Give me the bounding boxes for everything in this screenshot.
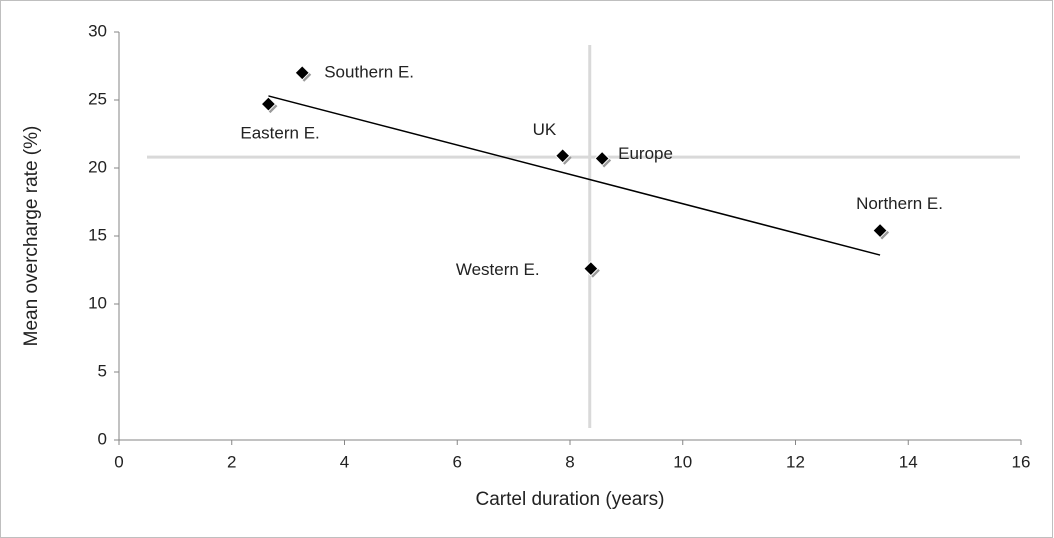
y-tick-label: 25: [88, 89, 107, 108]
point-label: Western E.: [456, 260, 540, 279]
x-tick-label: 8: [565, 452, 574, 471]
x-axis-label: Cartel duration (years): [475, 489, 664, 510]
point-label: Eastern E.: [240, 124, 319, 143]
x-tick-label: 12: [786, 452, 805, 471]
marker: [260, 96, 277, 112]
y-tick-label: 15: [88, 225, 107, 244]
x-tick-label: 6: [453, 452, 462, 471]
y-tick-label: 5: [98, 361, 107, 380]
marker: [583, 260, 599, 277]
point-label: Europe: [618, 144, 673, 163]
x-tick-label: 0: [114, 452, 123, 471]
marker: [554, 148, 571, 164]
point-label: UK: [533, 120, 557, 139]
y-tick-label: 10: [88, 293, 107, 312]
x-tick-label: 4: [340, 452, 349, 471]
marker: [294, 65, 310, 81]
y-tick-label: 30: [88, 21, 107, 40]
x-tick-label: 2: [227, 452, 236, 471]
y-axis-label: Mean overcharge rate (%): [21, 126, 42, 347]
y-tick-label: 0: [98, 429, 107, 448]
marker: [594, 150, 610, 167]
trendline: [268, 95, 881, 256]
point-label: Southern E.: [324, 62, 414, 81]
x-tick-label: 16: [1012, 452, 1031, 471]
x-tick-label: 14: [899, 452, 918, 471]
point-label: Northern E.: [856, 194, 943, 213]
x-tick-label: 10: [673, 452, 692, 471]
y-tick-label: 20: [88, 157, 107, 176]
marker: [872, 222, 888, 239]
